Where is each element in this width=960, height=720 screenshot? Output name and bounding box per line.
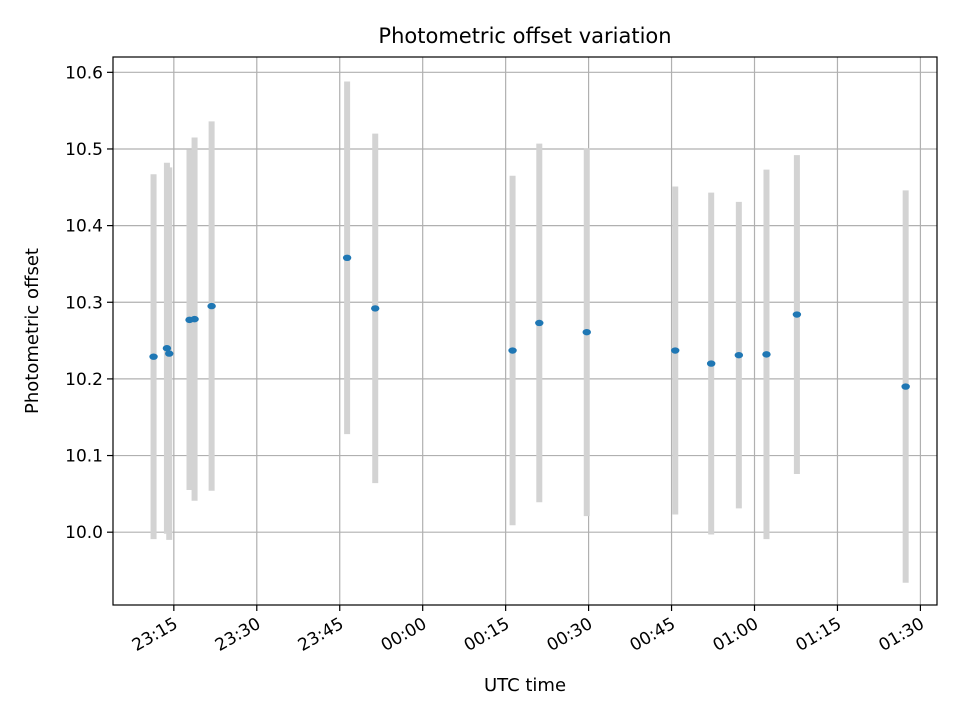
- y-tick-label: 10.4: [65, 217, 103, 237]
- data-point: [342, 254, 352, 262]
- data-point: [582, 328, 591, 336]
- y-tick-label: 10.6: [65, 63, 103, 83]
- x-axis-title: UTC time: [484, 675, 566, 696]
- data-point: [762, 351, 771, 358]
- data-point: [207, 302, 216, 310]
- data-point: [162, 345, 172, 352]
- y-tick-label: 10.5: [65, 140, 103, 160]
- data-point: [901, 383, 910, 390]
- chart-title: Photometric offset variation: [378, 24, 671, 48]
- data-point: [792, 311, 802, 318]
- y-axis: 10.0 10.1 10.2 10.3 10.4 10.5 10.6: [65, 63, 113, 543]
- data-point: [535, 319, 544, 327]
- y-tick-label: 10.3: [65, 293, 103, 313]
- data-point: [371, 305, 380, 312]
- y-tick-label: 10.1: [65, 447, 103, 467]
- y-tick-label: 10.0: [65, 523, 103, 543]
- y-axis-title: Photometric offset: [22, 248, 43, 414]
- plot-frame: [112, 56, 938, 606]
- data-point: [190, 315, 199, 323]
- y-tick-label: 10.2: [65, 370, 103, 390]
- data-point: [508, 347, 517, 354]
- data-point: [165, 350, 174, 357]
- data-point: [149, 353, 158, 360]
- data-points: [149, 254, 910, 390]
- data-point: [671, 347, 680, 354]
- data-point: [734, 351, 744, 359]
- data-point: [706, 360, 716, 367]
